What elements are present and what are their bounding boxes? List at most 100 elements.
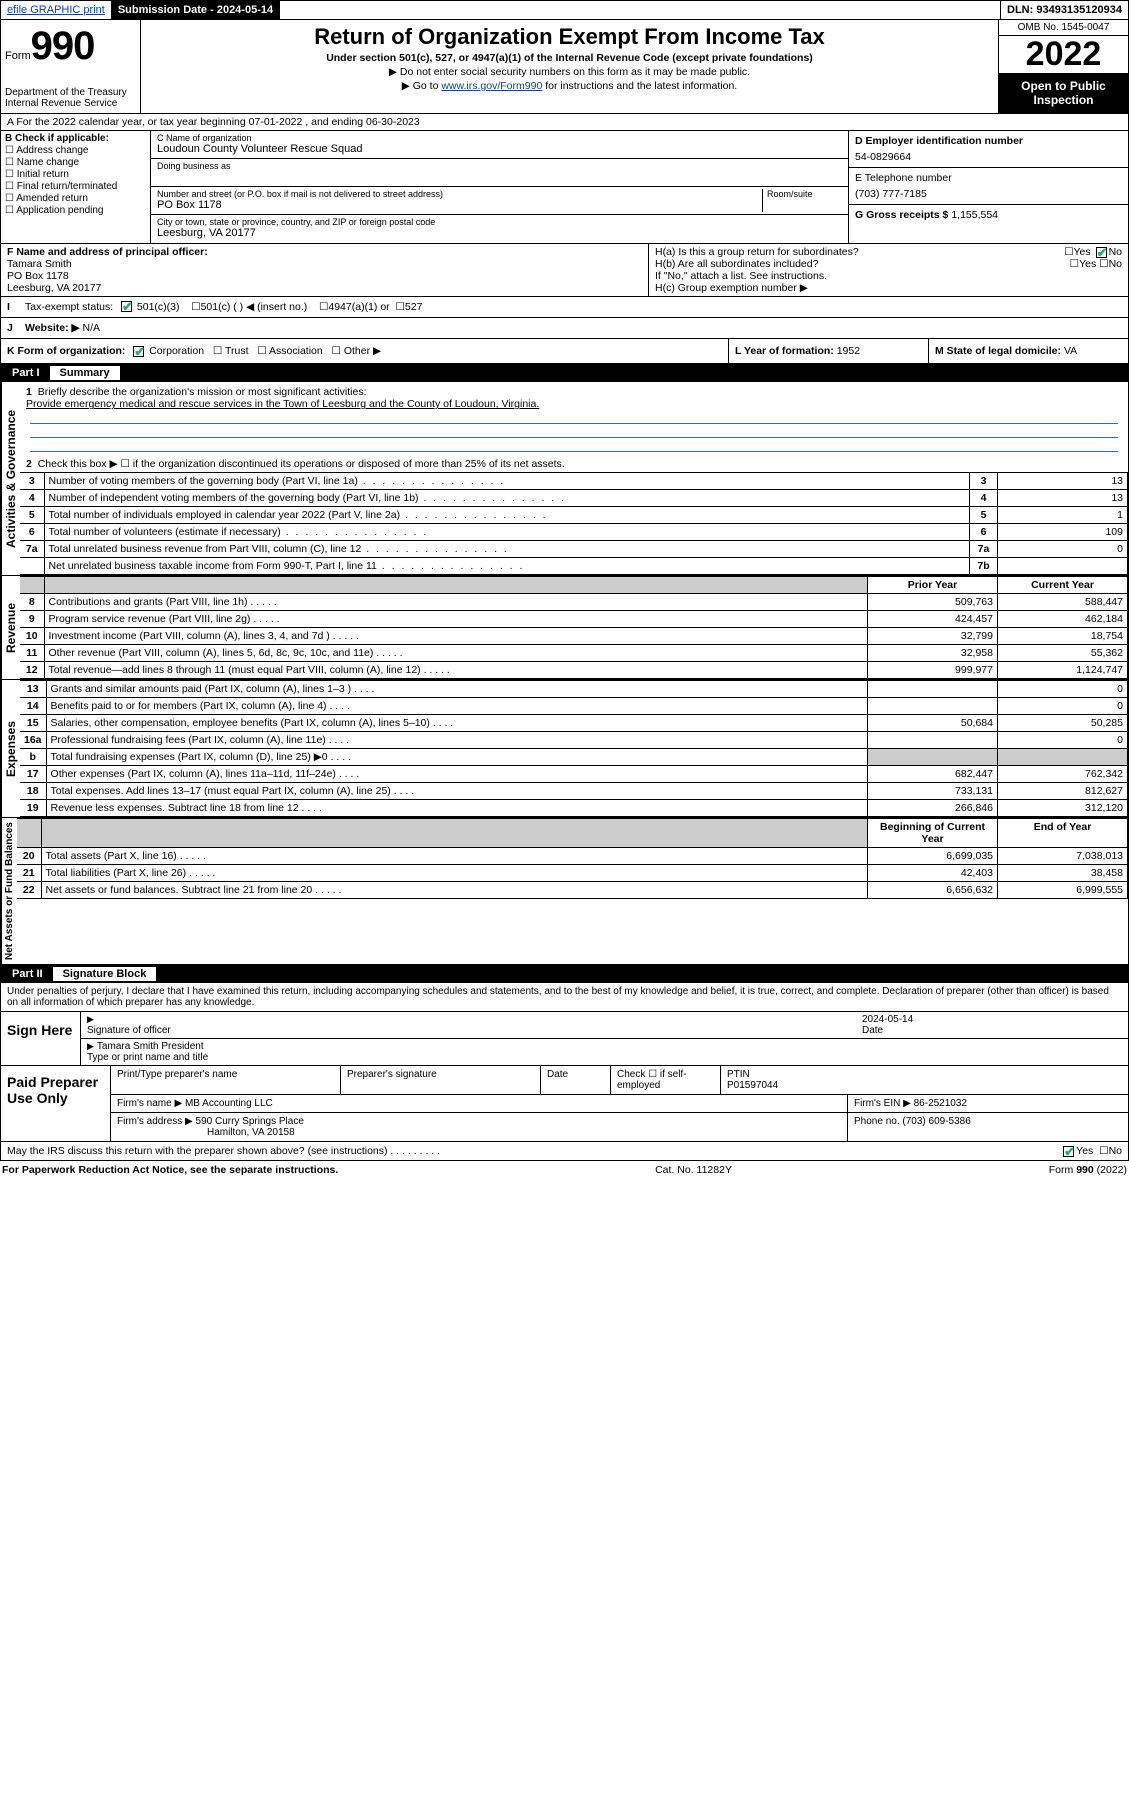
form-number: Form990 [5,24,136,69]
box-b-label: B Check if applicable: [5,133,146,144]
bcd-row: B Check if applicable: ☐ Address change … [0,131,1129,244]
part1-bar: Part I Summary [0,364,1129,382]
ptin-val: P01597044 [727,1080,778,1091]
discuss-yes[interactable] [1063,1146,1074,1157]
firm-ein-label: Firm's EIN ▶ [854,1098,911,1109]
box-h: H(a) Is this a group return for subordin… [648,244,1128,296]
form-no: 990 [31,24,95,68]
prep-title: Paid Preparer Use Only [1,1066,111,1141]
state-domicile: VA [1064,345,1077,357]
form-subtitle: Under section 501(c), 527, or 4947(a)(1)… [149,52,990,64]
phone-label: E Telephone number [855,172,1122,184]
gross-val: 1,155,554 [951,209,998,221]
box-d: D Employer identification number 54-0829… [848,131,1128,243]
f-label: F Name and address of principal officer: [7,246,642,258]
sig-date-label: Date [862,1025,883,1036]
footer-right: Form 990 (2022) [1049,1164,1127,1176]
fh-row: F Name and address of principal officer:… [0,244,1129,297]
side-governance: Activities & Governance [1,382,20,575]
note2-post: for instructions and the latest informat… [542,80,737,92]
prep-h2: Preparer's signature [341,1066,541,1094]
ck-amended[interactable]: ☐ Amended return [5,193,146,204]
room-label: Room/suite [767,189,842,199]
m-label: M State of legal domicile: [935,345,1061,357]
h-b-note: If "No," attach a list. See instructions… [655,270,1122,282]
website-val: N/A [82,322,100,334]
table-expenses: 13Grants and similar amounts paid (Part … [20,680,1128,817]
side-expenses: Expenses [1,680,20,817]
dln: DLN: 93493135120934 [1001,1,1128,19]
header-left: Form990 Department of the Treasury Inter… [1,20,141,113]
prep-h4a: Check ☐ if self-employed [611,1066,721,1094]
section-governance: Activities & Governance 1 Briefly descri… [0,382,1129,576]
c-name-label: C Name of organization [157,133,842,143]
street-val: PO Box 1178 [157,199,762,211]
k-label: K Form of organization: [7,345,125,357]
prep-phone: (703) 609-5386 [902,1116,970,1127]
form-label: Form [5,50,31,62]
sig-officer-label: Signature of officer [87,1025,171,1036]
city-label: City or town, state or province, country… [157,217,842,227]
note-ssn: ▶ Do not enter social security numbers o… [149,66,990,78]
addr1: 590 Curry Springs Place [196,1116,304,1127]
f-name: Tamara Smith [7,258,642,270]
f-street: PO Box 1178 [7,270,642,282]
penalties-text: Under penalties of perjury, I declare th… [0,983,1129,1012]
dept-treasury: Department of the Treasury [5,87,136,98]
note-link: ▶ Go to www.irs.gov/Form990 for instruct… [149,80,990,92]
part2-title: Signature Block [53,967,157,981]
ck-initial[interactable]: ☐ Initial return [5,169,146,180]
topbar: efile GRAPHIC print Submission Date - 20… [0,0,1129,20]
city-val: Leesburg, VA 20177 [157,227,842,239]
part1-title: Summary [50,366,120,380]
submission-date: Submission Date - 2024-05-14 [112,1,280,19]
i-501c3[interactable] [121,301,132,312]
prep-phone-label: Phone no. [854,1116,900,1127]
line1: 1 Briefly describe the organization's mi… [20,382,1128,456]
addr2: Hamilton, VA 20158 [207,1127,295,1138]
ck-name[interactable]: ☐ Name change [5,157,146,168]
box-j: J Website: ▶ N/A [0,318,1129,339]
sig-name: Tamara Smith President [97,1041,204,1052]
ck-address[interactable]: ☐ Address change [5,145,146,156]
topbar-spacer [280,1,1001,19]
h-b: H(b) Are all subordinates included? ☐Yes… [655,258,1122,270]
firm-name: MB Accounting LLC [185,1098,273,1109]
box-b: B Check if applicable: ☐ Address change … [1,131,151,243]
dba-label: Doing business as [157,161,842,171]
line-a: A For the 2022 calendar year, or tax yea… [0,114,1129,131]
open-inspection: Open to Public Inspection [999,73,1128,113]
omb-no: OMB No. 1545-0047 [999,20,1128,36]
part1-num: Part I [6,367,46,379]
firm-label: Firm's name ▶ [117,1098,182,1109]
footer-left: For Paperwork Reduction Act Notice, see … [2,1164,338,1176]
side-revenue: Revenue [1,576,20,679]
k-corp[interactable] [133,346,144,357]
header-mid: Return of Organization Exempt From Incom… [141,20,998,113]
signature-block: Sign Here Signature of officer 2024-05-1… [0,1012,1129,1066]
ha-no-check[interactable] [1096,247,1107,258]
street-label: Number and street (or P.O. box if mail i… [157,189,762,199]
l-label: L Year of formation: [735,345,834,357]
header-right: OMB No. 1545-0047 2022 Open to Public In… [998,20,1128,113]
ck-final[interactable]: ☐ Final return/terminated [5,181,146,192]
prep-h3: Date [541,1066,611,1094]
org-name: Loudoun County Volunteer Rescue Squad [157,143,842,155]
section-revenue: Revenue Prior YearCurrent Year8Contribut… [0,576,1129,680]
j-label: Website: ▶ [25,322,80,334]
ein-label: D Employer identification number [855,135,1122,147]
h-c: H(c) Group exemption number ▶ [655,282,1122,294]
sig-name-label: Type or print name and title [87,1052,208,1063]
i-label: Tax-exempt status: [25,301,113,313]
efile-label: efile GRAPHIC print [1,1,112,19]
efile-link[interactable]: efile GRAPHIC print [7,4,105,16]
ck-pending[interactable]: ☐ Application pending [5,205,146,216]
paid-preparer: Paid Preparer Use Only Print/Type prepar… [0,1066,1129,1142]
box-c: C Name of organization Loudoun County Vo… [151,131,848,243]
sign-here: Sign Here [1,1012,81,1065]
note2-pre: ▶ Go to [402,80,442,92]
footer-mid: Cat. No. 11282Y [655,1164,732,1176]
discuss-q: May the IRS discuss this return with the… [7,1145,388,1157]
irs-link[interactable]: www.irs.gov/Form990 [441,80,542,92]
table-governance: 3Number of voting members of the governi… [20,472,1128,575]
